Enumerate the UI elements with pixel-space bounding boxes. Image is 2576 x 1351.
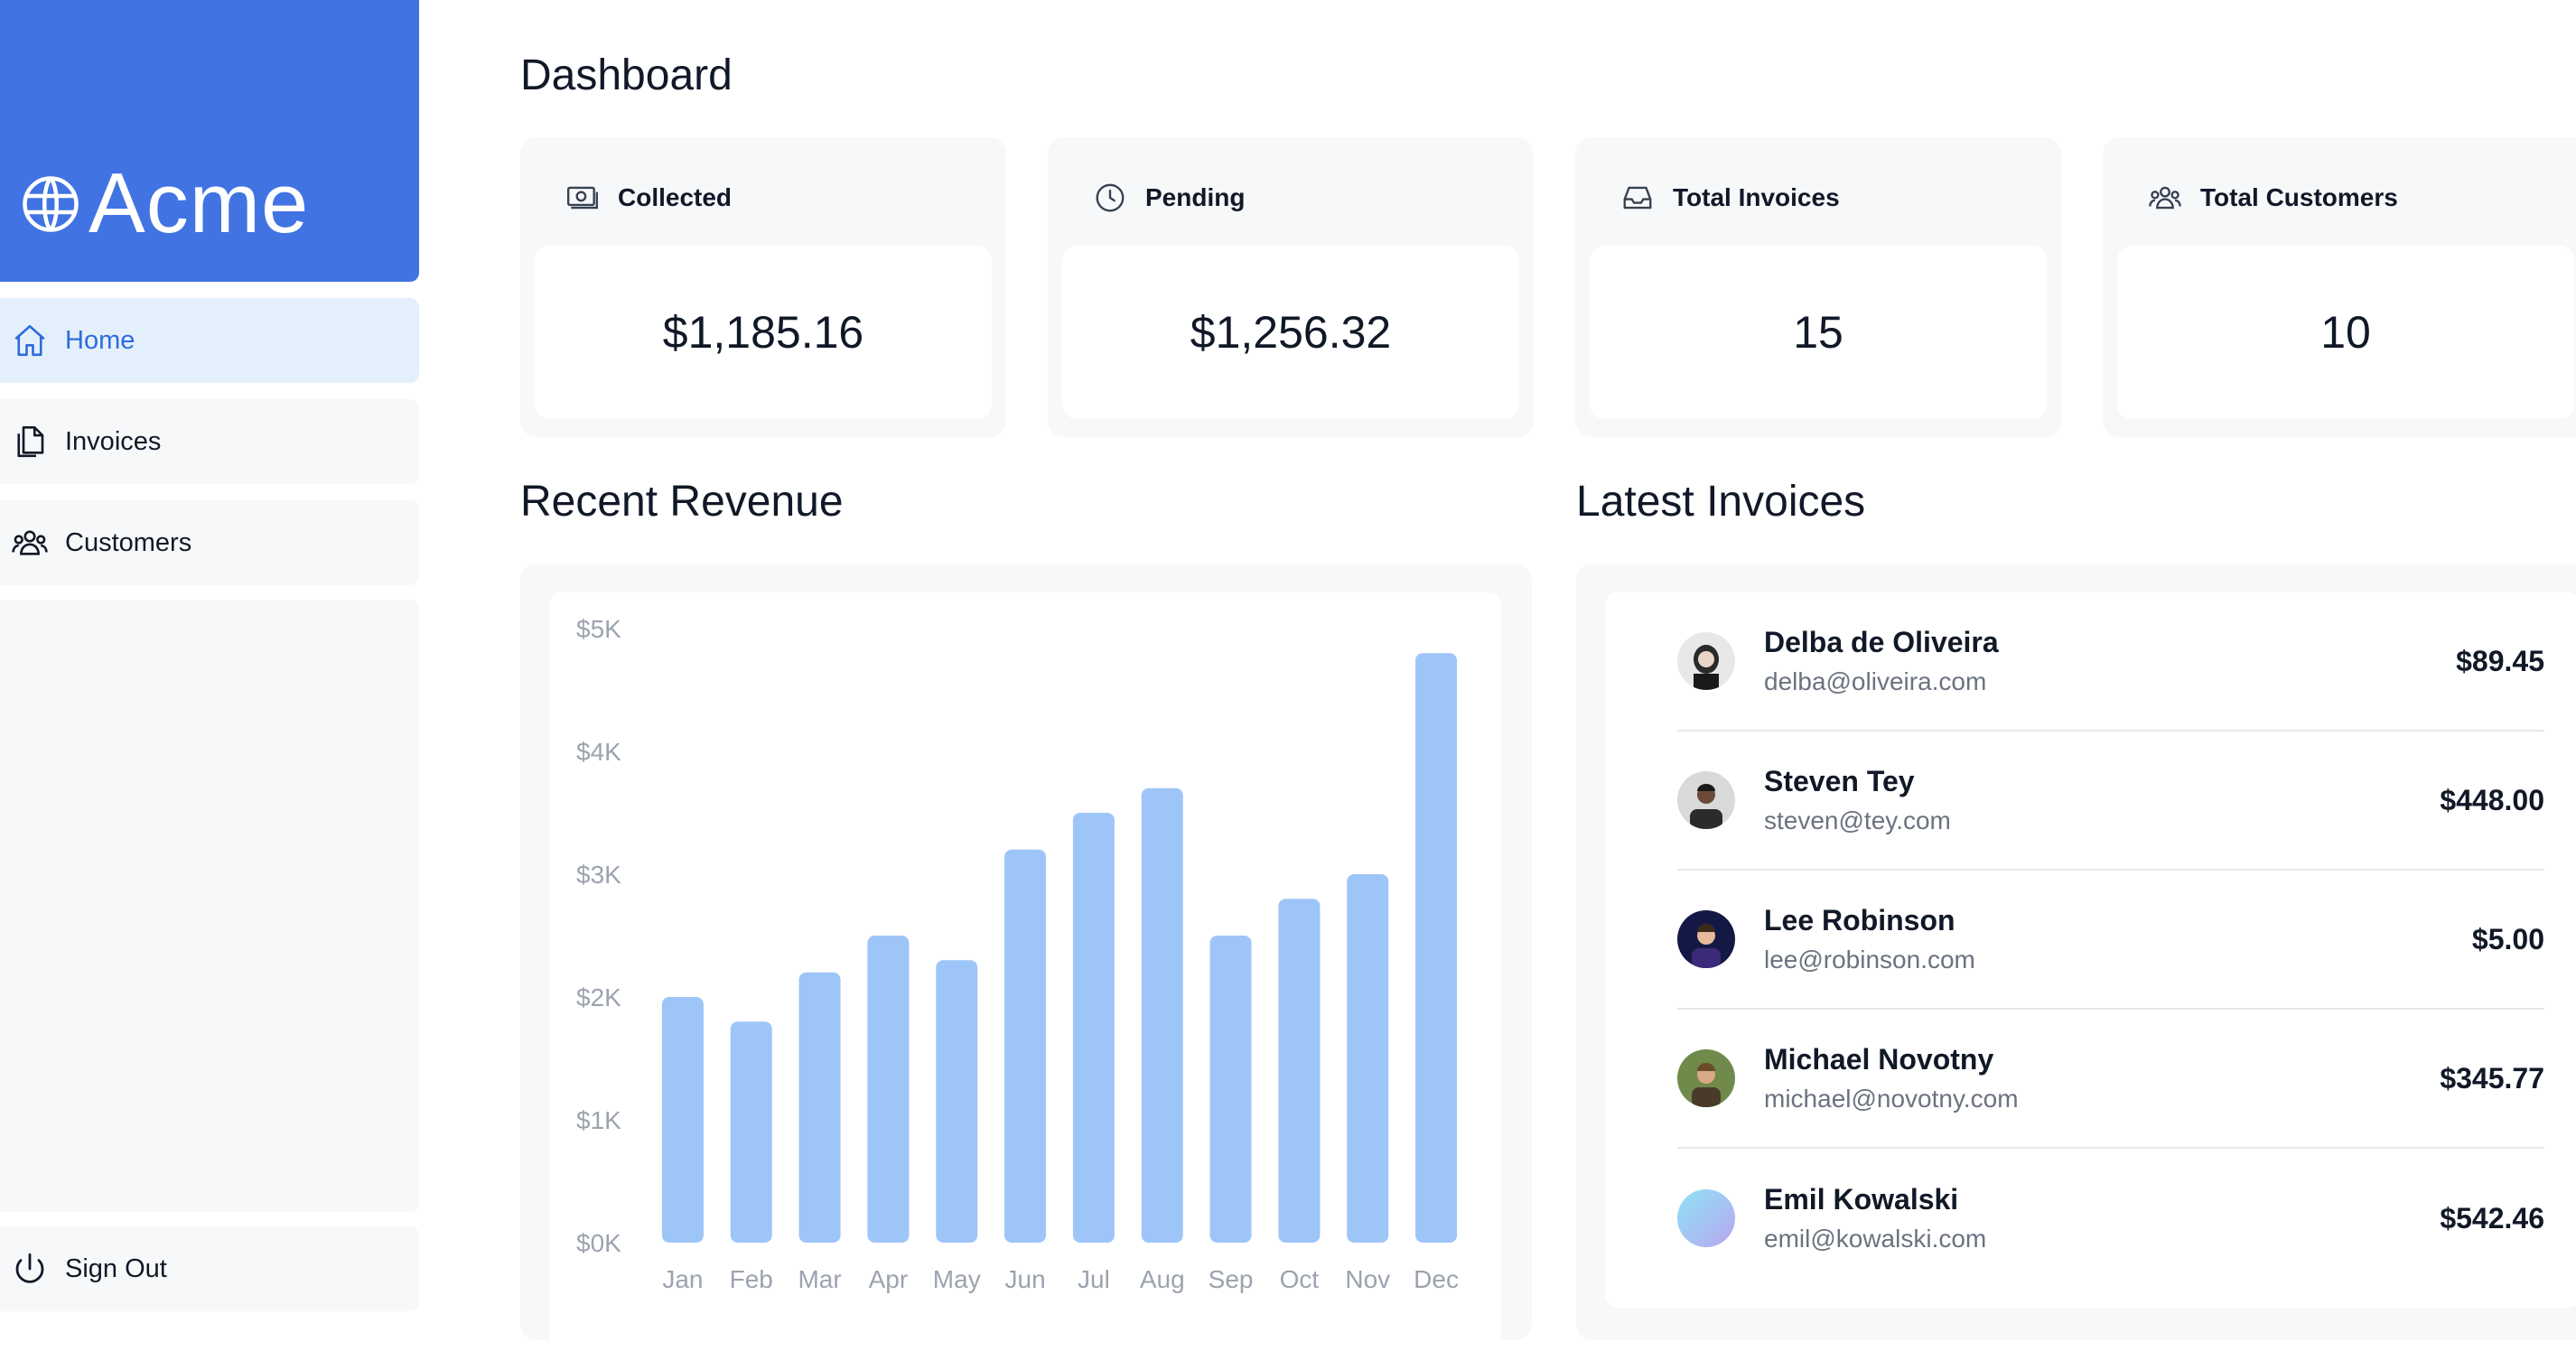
- customer-email: lee@robinson.com: [1764, 945, 1975, 974]
- invoice-row[interactable]: Michael Novotny michael@novotny.com $345…: [1677, 1010, 2544, 1149]
- card-collected: Collected $1,185.16: [520, 137, 1006, 437]
- x-tick-label: Nov: [1345, 1265, 1390, 1293]
- sidebar-item-label: Customers: [65, 527, 192, 557]
- customer-email: michael@novotny.com: [1764, 1084, 2019, 1113]
- invoice-amount: $5.00: [2471, 922, 2544, 955]
- x-tick-label: Sep: [1209, 1265, 1254, 1293]
- bar-mar[interactable]: [798, 972, 841, 1243]
- avatar: [1677, 771, 1735, 829]
- clock-icon: [1096, 183, 1125, 212]
- y-tick-label: $4K: [576, 738, 621, 766]
- card-title: Collected: [618, 183, 733, 211]
- sidebar-item-label: Invoices: [65, 426, 162, 456]
- bar-oct[interactable]: [1278, 899, 1321, 1243]
- sidebar-spacer: [0, 600, 419, 1212]
- home-icon: [14, 324, 45, 357]
- invoice-amount: $542.46: [2440, 1201, 2544, 1235]
- power-icon: [15, 1253, 44, 1283]
- revenue-chart-card: $5K $4K $3K $2K $1K $0K Jan Feb Mar Apr May Jun Jul A…: [549, 592, 1501, 1351]
- bar-dec[interactable]: [1415, 653, 1458, 1243]
- banknotes-icon: [566, 186, 599, 210]
- sidebar-item-home[interactable]: Home: [0, 298, 419, 383]
- page-title: Dashboard: [520, 51, 733, 99]
- customer-email: steven@tey.com: [1764, 806, 1951, 834]
- brand-logo[interactable]: Acme: [0, 0, 419, 282]
- y-tick-label: $0K: [576, 1229, 621, 1257]
- x-tick-label: Jul: [1078, 1265, 1110, 1293]
- inbox-icon: [1623, 186, 1652, 210]
- card-total-invoices: Total Invoices 15: [1575, 137, 2061, 437]
- sidebar: Acme Home Invoices Customers Sign Out: [0, 0, 420, 1322]
- sidebar-item-label: Home: [65, 325, 135, 355]
- bar-may[interactable]: [936, 960, 978, 1243]
- card-title: Total Customers: [2200, 183, 2398, 211]
- sign-out-label: Sign Out: [65, 1253, 167, 1283]
- x-tick-label: Mar: [798, 1265, 841, 1293]
- x-tick-label: Feb: [730, 1265, 773, 1293]
- y-tick-label: $2K: [576, 983, 621, 1011]
- x-tick-label: Jan: [662, 1265, 703, 1293]
- users-icon: [12, 530, 48, 555]
- bar-nov[interactable]: [1347, 874, 1389, 1243]
- x-tick-label: Apr: [869, 1265, 909, 1293]
- x-tick-label: May: [933, 1265, 981, 1293]
- y-tick-label: $5K: [576, 615, 621, 643]
- invoice-amount: $448.00: [2440, 783, 2544, 816]
- customer-email: emil@kowalski.com: [1764, 1224, 1987, 1253]
- bar-jun[interactable]: [1004, 849, 1047, 1243]
- customer-name: Delba de Oliveira: [1764, 626, 1999, 658]
- documents-icon: [17, 425, 44, 458]
- invoice-row[interactable]: Lee Robinson lee@robinson.com $5.00: [1677, 871, 2544, 1010]
- bar-aug[interactable]: [1141, 787, 1183, 1243]
- latest-invoices-panel: Delba de Oliveira delba@oliveira.com $89…: [1576, 564, 2576, 1340]
- customer-email: delba@oliveira.com: [1764, 666, 1987, 695]
- latest-invoices-title: Latest Invoices: [1576, 478, 1866, 526]
- globe-icon: [23, 176, 79, 232]
- bar-jan[interactable]: [661, 997, 704, 1243]
- x-tick-label: Oct: [1280, 1265, 1320, 1293]
- card-title: Pending: [1145, 183, 1246, 211]
- card-title: Total Invoices: [1673, 183, 1840, 211]
- card-value: 10: [2117, 246, 2574, 419]
- invoice-amount: $345.77: [2440, 1061, 2544, 1095]
- invoice-row[interactable]: Steven Tey steven@tey.com $448.00: [1677, 731, 2544, 871]
- avatar: [1677, 1189, 1735, 1247]
- customer-name: Emil Kowalski: [1764, 1183, 1959, 1216]
- bar-jul[interactable]: [1072, 813, 1115, 1243]
- avatar: [1677, 632, 1735, 690]
- bar-sep[interactable]: [1209, 936, 1252, 1243]
- card-value: 15: [1590, 246, 2047, 419]
- sidebar-item-invoices[interactable]: Invoices: [0, 399, 419, 484]
- avatar: [1677, 1049, 1735, 1107]
- card-pending: Pending $1,256.32: [1048, 137, 1534, 437]
- customer-name: Michael Novotny: [1764, 1043, 1994, 1076]
- invoice-row[interactable]: Delba de Oliveira delba@oliveira.com $89…: [1677, 592, 2544, 731]
- revenue-chart-panel: $5K $4K $3K $2K $1K $0K Jan Feb Mar Apr May Jun Jul A…: [520, 564, 1532, 1351]
- customer-name: Steven Tey: [1764, 765, 1915, 797]
- revenue-chart: $5K $4K $3K $2K $1K $0K Jan Feb Mar Apr May Jun Jul A…: [576, 615, 1459, 1293]
- revenue-title: Recent Revenue: [520, 478, 844, 526]
- bar-apr[interactable]: [867, 936, 910, 1243]
- x-tick-label: Jun: [1005, 1265, 1046, 1293]
- sidebar-item-customers[interactable]: Customers: [0, 500, 419, 585]
- card-total-customers: Total Customers 10: [2103, 137, 2576, 437]
- invoice-amount: $89.45: [2456, 644, 2544, 677]
- bar-feb[interactable]: [730, 1021, 772, 1243]
- y-tick-label: $3K: [576, 861, 621, 889]
- invoice-row[interactable]: Emil Kowalski emil@kowalski.com $542.46: [1677, 1149, 2544, 1288]
- sign-out-button[interactable]: Sign Out: [0, 1226, 419, 1311]
- card-value: $1,256.32: [1062, 246, 1519, 419]
- x-tick-label: Dec: [1414, 1265, 1459, 1293]
- users-icon: [2149, 186, 2181, 210]
- latest-invoices-list: Delba de Oliveira delba@oliveira.com $89…: [1605, 592, 2576, 1308]
- avatar: [1677, 910, 1735, 968]
- brand-name: Acme: [89, 155, 310, 250]
- customer-name: Lee Robinson: [1764, 904, 1955, 936]
- x-tick-label: Aug: [1140, 1265, 1185, 1293]
- y-tick-label: $1K: [576, 1106, 621, 1134]
- card-value: $1,185.16: [535, 246, 992, 419]
